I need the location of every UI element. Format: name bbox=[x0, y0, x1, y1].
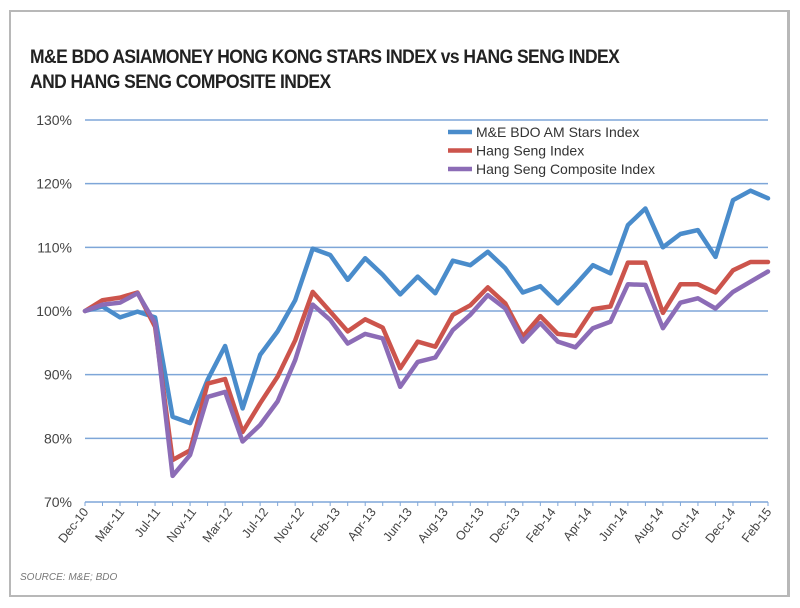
y-tick-label: 90% bbox=[44, 367, 72, 383]
x-tick-label: Mar-12 bbox=[200, 505, 235, 545]
x-tick-label: Mar-11 bbox=[92, 505, 127, 544]
x-tick-label: Jun-13 bbox=[380, 505, 415, 544]
y-tick-label: 100% bbox=[36, 303, 72, 319]
series-line-0 bbox=[82, 188, 771, 426]
x-tick-label: Nov-12 bbox=[271, 505, 307, 545]
x-tick-label: Feb-15 bbox=[739, 505, 774, 545]
x-tick-label: Nov-11 bbox=[164, 505, 199, 545]
y-tick-label: 110% bbox=[37, 239, 72, 255]
legend-label: Hang Seng Composite Index bbox=[476, 161, 655, 177]
x-tick-label: Dec-10 bbox=[56, 505, 92, 545]
x-tick-label: Jun-14 bbox=[596, 505, 631, 544]
legend-label: Hang Seng Index bbox=[476, 143, 584, 159]
chart-title: M&E BDO ASIAMONEY HONG KONG STARS INDEX … bbox=[30, 45, 620, 95]
x-tick-label: Jul-12 bbox=[239, 505, 271, 540]
y-tick-label: 80% bbox=[44, 430, 72, 446]
x-tick-label: Oct-14 bbox=[668, 505, 702, 543]
y-tick-label: 70% bbox=[44, 494, 72, 510]
series-line-1 bbox=[82, 259, 771, 463]
x-tick-label: Apr-13 bbox=[345, 505, 379, 543]
series-line-2 bbox=[82, 269, 771, 479]
x-tick-label: Aug-14 bbox=[631, 505, 667, 545]
y-tick-label: 130% bbox=[36, 112, 72, 128]
x-tick-label: Oct-13 bbox=[453, 505, 487, 543]
source-note: SOURCE: M&E; BDO bbox=[20, 572, 118, 583]
x-tick-label: Dec-14 bbox=[703, 505, 739, 545]
x-tick-label: Jul-11 bbox=[132, 505, 163, 540]
y-tick-label: 120% bbox=[36, 176, 72, 192]
chart-title-line-1: M&E BDO ASIAMONEY HONG KONG STARS INDEX … bbox=[30, 47, 620, 68]
chart-title-line-2: AND HANG SENG COMPOSITE INDEX bbox=[30, 72, 331, 93]
x-tick-label: Aug-13 bbox=[415, 505, 451, 545]
x-tick-label: Apr-14 bbox=[560, 505, 594, 543]
x-tick-label: Dec-13 bbox=[487, 505, 523, 545]
legend-label: M&E BDO AM Stars Index bbox=[476, 124, 639, 140]
x-tick-label: Feb-14 bbox=[523, 505, 558, 545]
x-tick-label: Feb-13 bbox=[308, 505, 343, 545]
